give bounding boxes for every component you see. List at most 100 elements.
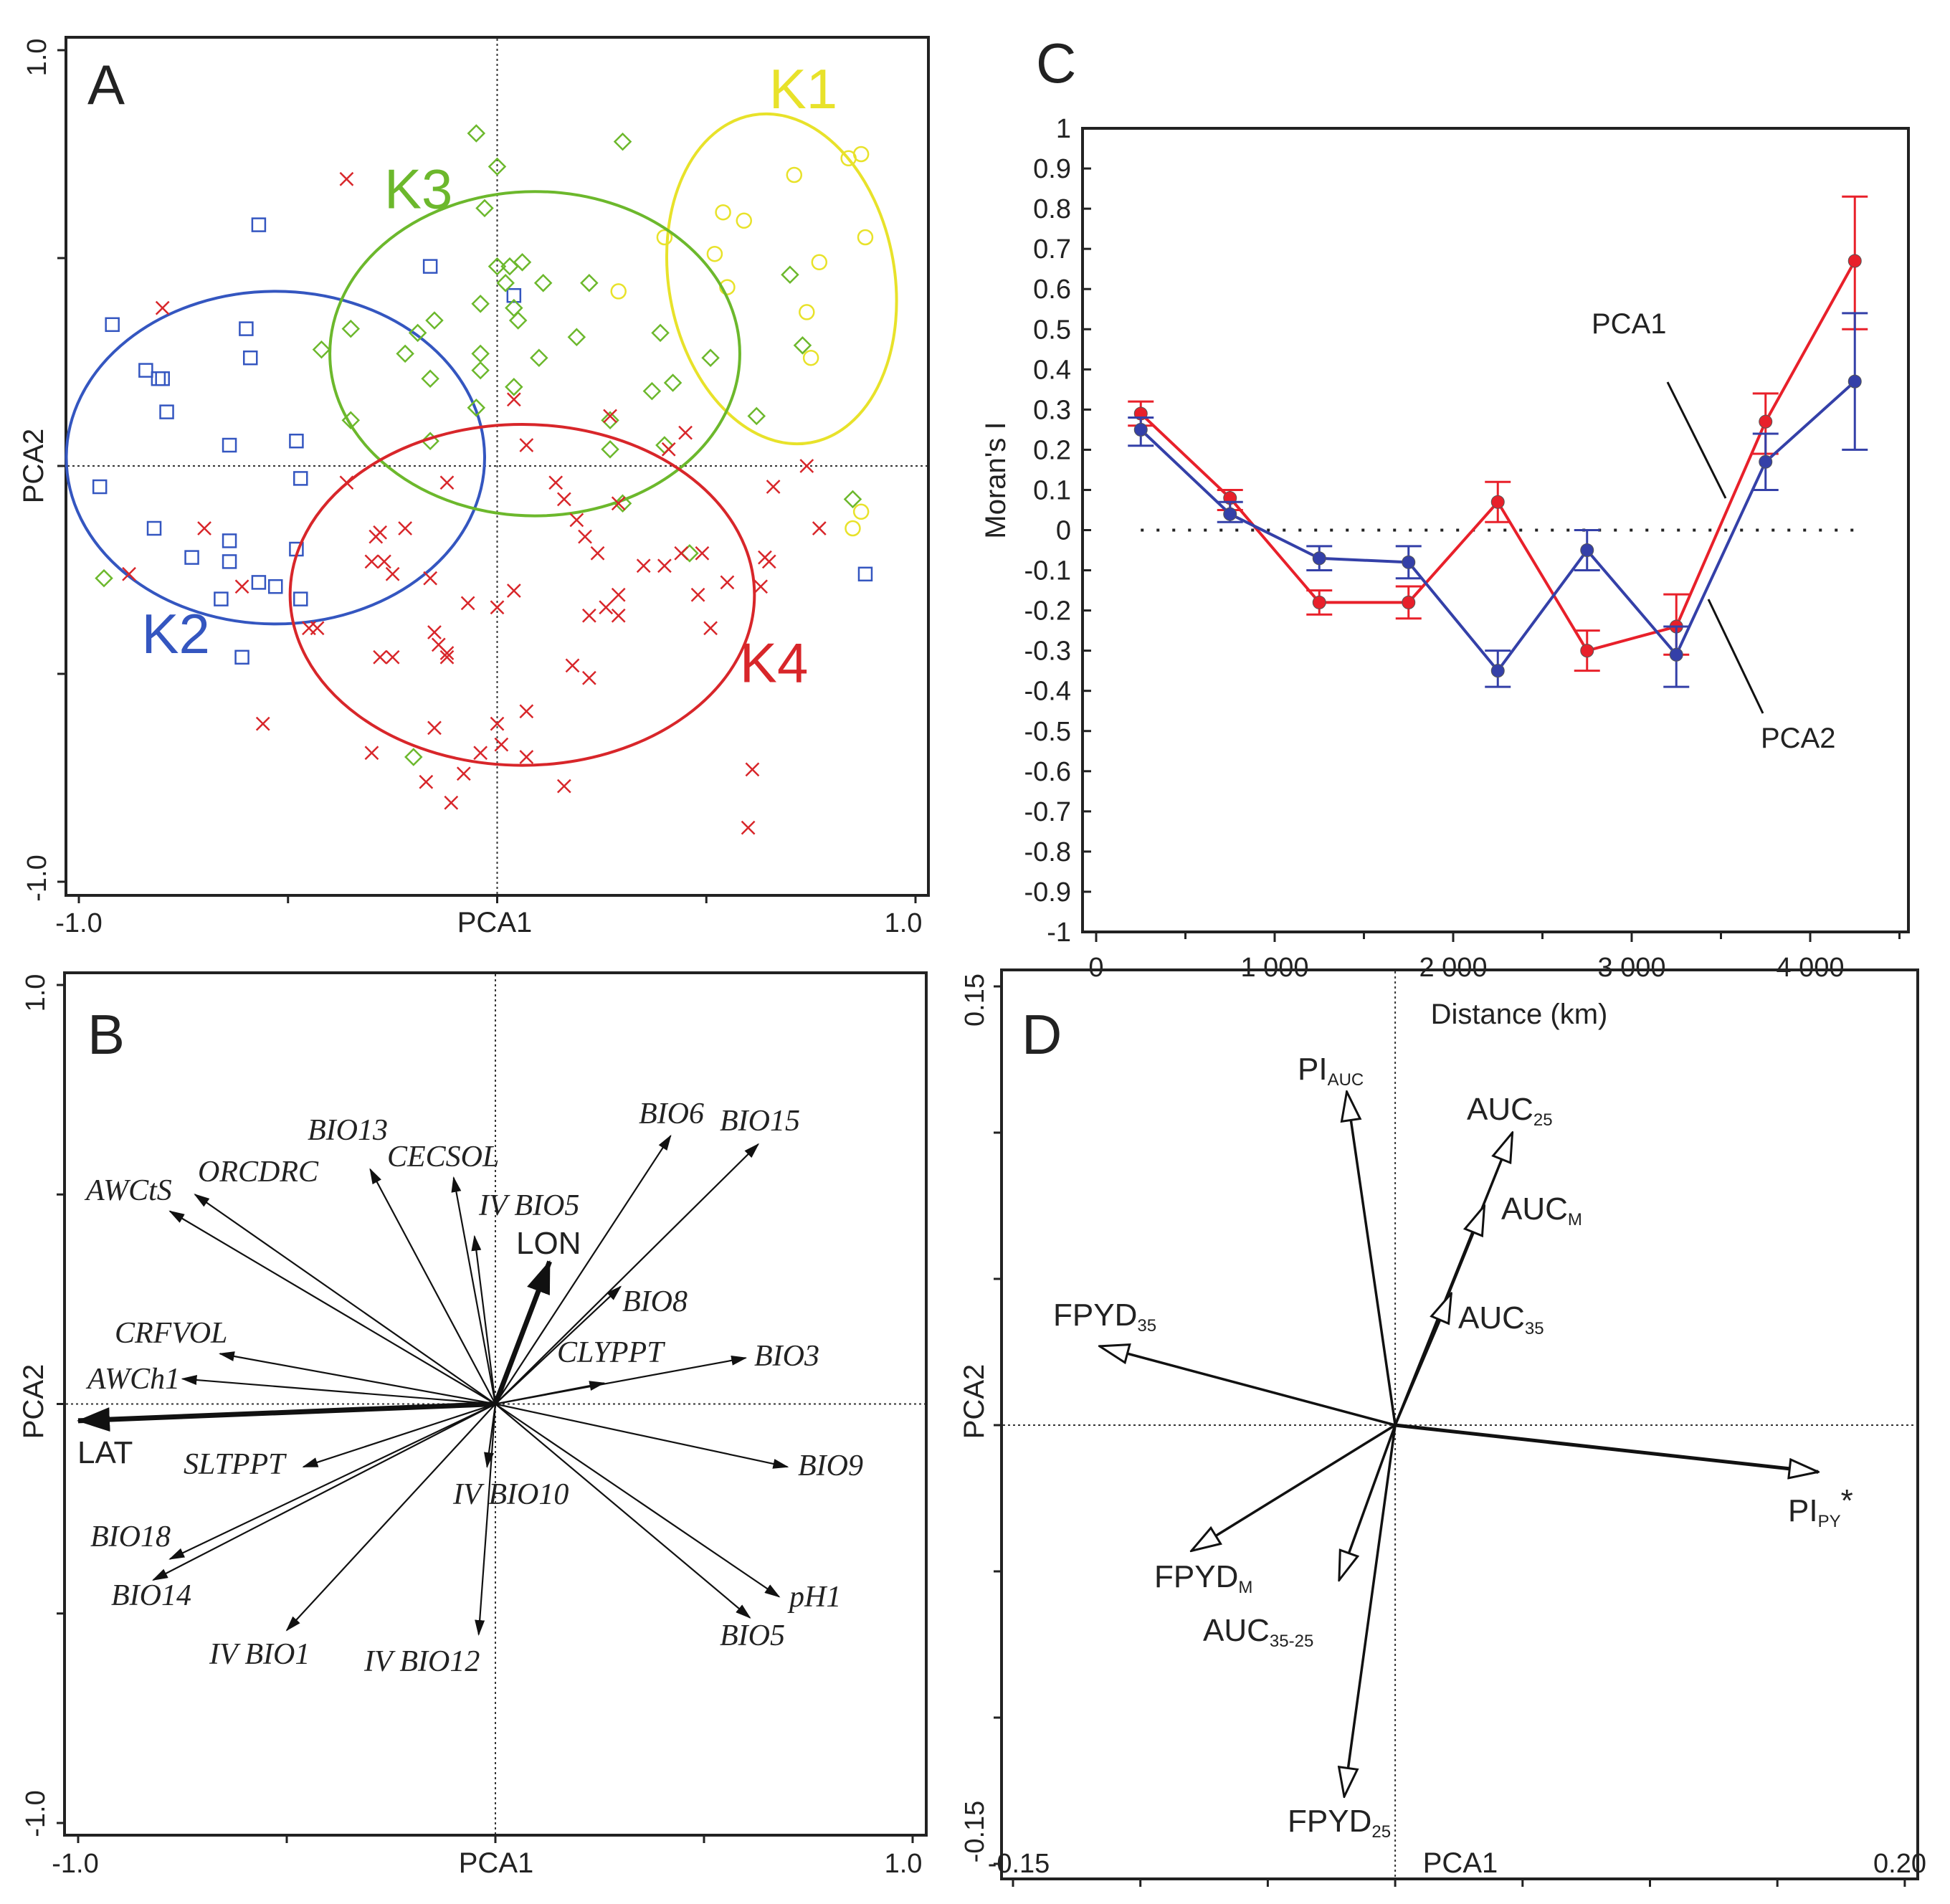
vector-label-awcts: AWCtS (84, 1174, 172, 1207)
x-tick-label: 3 000 (1597, 953, 1665, 983)
y-tick-label: -0.9 (1024, 877, 1071, 908)
vector-arrow-bio3 (495, 1355, 748, 1405)
y-tick-label: 0.4 (1033, 355, 1071, 385)
point-diamond (505, 378, 523, 396)
vector-label-iv-bio1: IV BIO1 (209, 1638, 310, 1671)
y-tick-label: 0.8 (1033, 194, 1071, 224)
point-diamond (601, 411, 619, 429)
vector-label-awch1: AWCh1 (85, 1363, 180, 1396)
data-point-pca2 (1669, 647, 1683, 662)
point-diamond (513, 253, 532, 272)
point-square (214, 591, 229, 606)
point-cross (661, 442, 676, 457)
point-square (155, 371, 170, 386)
point-square (239, 321, 254, 336)
point-cross (419, 774, 434, 789)
point-square (857, 566, 873, 582)
cluster-ellipse-k2 (65, 290, 486, 626)
point-diamond (642, 381, 662, 401)
point-cross (766, 480, 781, 494)
data-point-pca1 (1312, 595, 1326, 609)
vector-arrow-bio15 (495, 1143, 760, 1405)
data-point-pca2 (1133, 422, 1148, 437)
point-diamond (533, 274, 553, 292)
vector-label-sltppt: SLTPPT (184, 1448, 287, 1481)
vector-label-bio13: BIO13 (308, 1114, 388, 1147)
panel-d-x-label: PCA1 (1423, 1847, 1498, 1879)
y-tick-label: -0.8 (1024, 837, 1071, 867)
panel-a-xmax-label: 1.0 (885, 908, 923, 938)
point-cross (678, 425, 693, 440)
point-square (422, 259, 438, 274)
point-circle (852, 503, 870, 520)
panel-c: 1 0.9 0.8 0.7 0.6 0.5 0.4 0.3 0.2 0.1 0 -0.1 -0.2 -0.… (980, 32, 1910, 1030)
point-square (267, 579, 283, 594)
x-tick-label: 0 (1088, 953, 1103, 983)
series-line-pca2 (1139, 380, 1856, 673)
point-diamond (421, 432, 439, 450)
panel-d-letter: D (1022, 1003, 1062, 1066)
cluster-ellipse-k4 (288, 423, 756, 767)
panel-a-ymin-label: -1.0 (22, 855, 52, 901)
vector-arrow-iv-bio12 (475, 1404, 497, 1636)
data-point-pca2 (1759, 454, 1773, 469)
point-square (234, 649, 249, 665)
point-square (105, 317, 120, 333)
pca2-leader-line (1707, 599, 1764, 714)
vector-arrow-iv-bio5 (471, 1234, 497, 1404)
vector-arrow-bio8 (495, 1285, 622, 1405)
panel-b-y-label: PCA2 (18, 1364, 49, 1439)
point-diamond (404, 748, 423, 766)
point-cross (494, 737, 509, 752)
point-square (138, 363, 153, 378)
vector-label-bio18: BIO18 (90, 1520, 171, 1553)
point-diamond (530, 348, 548, 367)
point-cross (569, 513, 584, 528)
vector-arrow-ph1 (495, 1403, 781, 1598)
panel-c-pca2-annotation: PCA2 (1761, 723, 1836, 754)
point-cross (364, 746, 379, 761)
cluster-label-k3: K3 (384, 157, 452, 220)
panel-b-ymin-label: -1.0 (21, 1790, 51, 1837)
vector-arrow-sltppt (302, 1403, 496, 1468)
point-cross (812, 521, 827, 536)
panel-d: PIAUC AUC25 AUCM AUC35 FPYD35 PIPY* FPYDM AUC35… (959, 968, 1926, 1887)
vector-arrow-fpyd-35 (1100, 1346, 1396, 1427)
panel-c-y-label: Moran's I (980, 422, 1012, 538)
vector-arrow-lon (493, 1260, 552, 1405)
point-cross (519, 704, 534, 719)
pca1-leader-line (1666, 381, 1727, 499)
point-circle (799, 304, 815, 320)
panel-a: K1 K2 K3 K4 A PCA1 PCA2 -1.0 1.0 1.0 -1.0 (18, 36, 930, 938)
point-square (289, 433, 304, 449)
point-cross (439, 475, 455, 490)
vector-label-lon: LON (516, 1226, 581, 1261)
vector-arrow-iv-bio1 (285, 1403, 496, 1632)
vector-arrow-awch1 (181, 1375, 496, 1405)
point-cross (611, 587, 626, 602)
vector-label-crfvol: CRFVOL (115, 1317, 227, 1350)
panel-b-xmin-label: -1.0 (52, 1849, 98, 1879)
vector-label-bio5: BIO5 (720, 1619, 785, 1652)
point-square (184, 550, 199, 565)
vector-label-fpyd-25: FPYD25 (1288, 1804, 1391, 1842)
point-circle (845, 520, 861, 537)
y-tick-label: 0.9 (1033, 154, 1071, 184)
vector-label-pi-py: PIPY* (1788, 1483, 1853, 1531)
point-square (92, 479, 108, 495)
point-cross (155, 300, 170, 315)
point-diamond (580, 274, 599, 292)
data-point-pca1 (1490, 495, 1505, 509)
vector-label-bio8: BIO8 (622, 1285, 688, 1318)
point-cross (753, 579, 768, 594)
point-cross (741, 820, 756, 835)
vector-arrow-pi-py (1394, 1423, 1818, 1472)
vector-label-pi-auc: PIAUC (1298, 1052, 1364, 1090)
point-diamond (475, 199, 494, 218)
point-diamond (843, 490, 862, 509)
point-circle (656, 229, 673, 246)
data-point-pca1 (1847, 254, 1862, 268)
